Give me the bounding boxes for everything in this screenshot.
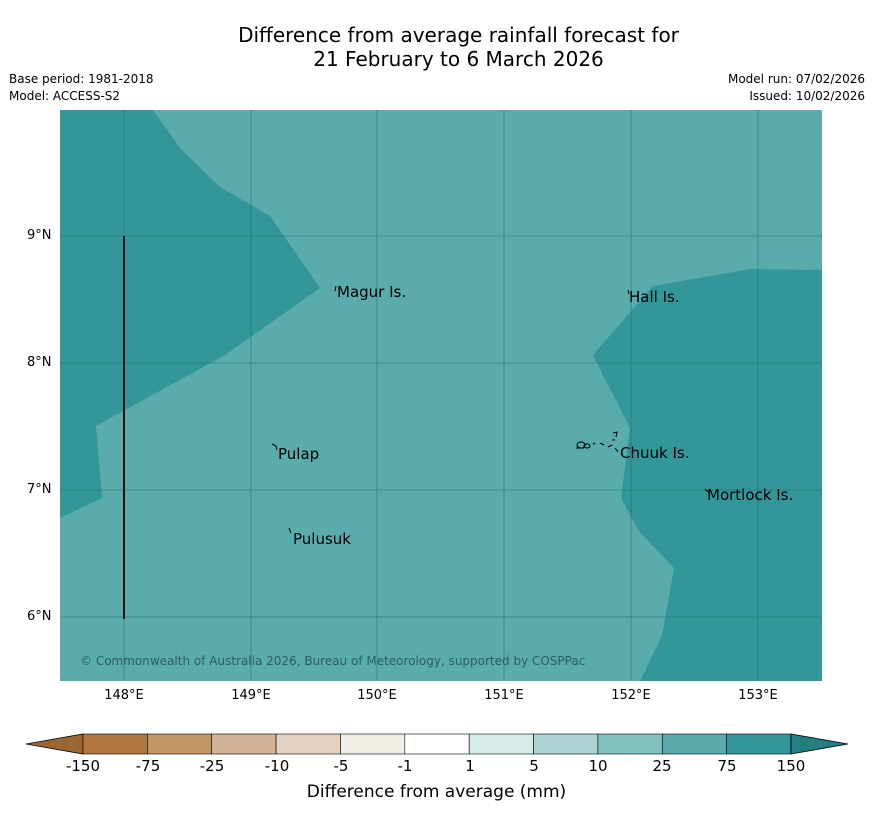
place-label: Magur Is.: [337, 283, 407, 301]
colorbar-label: -150: [65, 757, 101, 775]
colorbar-label: -1: [397, 757, 413, 775]
island-pulap: [271, 443, 278, 451]
colorbar-label: 5: [529, 757, 539, 775]
colorbar-label: 150: [776, 757, 806, 775]
colorbar-label: 75: [717, 757, 737, 775]
lon-tick: 148°E: [104, 688, 144, 703]
model-run: Model run: 07/02/2026: [727, 72, 865, 86]
issued-date: Issued: 10/02/2026: [749, 89, 865, 103]
lon-tick: 152°E: [611, 688, 651, 703]
wet-region-northwest: [60, 110, 320, 518]
colorbar-label: 1: [465, 757, 475, 775]
map-title: Difference from average rainfall forecas…: [0, 23, 873, 71]
lat-tick: 9°N: [27, 228, 52, 243]
island-hall: [627, 289, 630, 295]
lon-tick: 149°E: [231, 688, 271, 703]
graticule: [60, 110, 822, 681]
model-name: Model: ACCESS-S2: [9, 89, 121, 103]
meta-left: Base period: 1981-2018 Model: ACCESS-S2: [9, 71, 154, 105]
colorbar-segment: [275, 733, 341, 755]
place-label: Pulusuk: [293, 530, 351, 548]
islands: [271, 285, 709, 534]
place-label: Hall Is.: [629, 288, 680, 306]
lon-tick: 150°E: [357, 688, 397, 703]
map-svg: [60, 110, 822, 681]
colorbar-segment: [82, 733, 148, 755]
colorbar-label: 25: [652, 757, 672, 775]
island-magur: [334, 285, 337, 292]
colorbar-segment: [597, 733, 663, 755]
colorbar-label: -10: [264, 757, 290, 775]
title-line-1: Difference from average rainfall forecas…: [238, 23, 679, 47]
colorbar-label: 10: [588, 757, 608, 775]
title-line-2: 21 February to 6 March 2026: [313, 47, 604, 71]
colorbar-segment: [404, 733, 470, 755]
colorbar-segment: [147, 733, 213, 755]
colorbar-segment: [340, 733, 406, 755]
lon-tick: 151°E: [484, 688, 524, 703]
copyright-notice: © Commonwealth of Australia 2026, Bureau…: [80, 654, 586, 668]
colorbar-label: -5: [333, 757, 349, 775]
base-period: Base period: 1981-2018: [9, 72, 154, 86]
colorbar-segment: [211, 733, 277, 755]
colorbar-arrow-high: [790, 733, 849, 755]
place-label: Pulap: [278, 445, 320, 463]
island-mortlock: [704, 488, 709, 493]
meta-right: Model run: 07/02/2026 Issued: 10/02/2026: [728, 71, 865, 105]
colorbar-label: -75: [135, 757, 161, 775]
lat-tick: 8°N: [27, 355, 52, 370]
place-label: Chuuk Is.: [620, 444, 690, 462]
colorbar-segment: [468, 733, 534, 755]
map-area[interactable]: [60, 110, 822, 681]
island-chuuk: [576, 431, 619, 453]
colorbar-segment: [661, 733, 727, 755]
lat-tick: 6°N: [27, 609, 52, 624]
colorbar-arrow-low: [25, 733, 84, 755]
colorbar-label: -25: [199, 757, 225, 775]
colorbar-title: Difference from average (mm): [306, 782, 567, 802]
lat-tick: 7°N: [27, 482, 52, 497]
lon-tick: 153°E: [738, 688, 778, 703]
colorbar-segment: [533, 733, 599, 755]
colorbar-segment: [726, 733, 792, 755]
wet-region-east: [593, 269, 822, 681]
island-pulusuk: [288, 527, 292, 534]
place-label: Mortlock Is.: [707, 486, 794, 504]
colorbar: [25, 733, 849, 755]
